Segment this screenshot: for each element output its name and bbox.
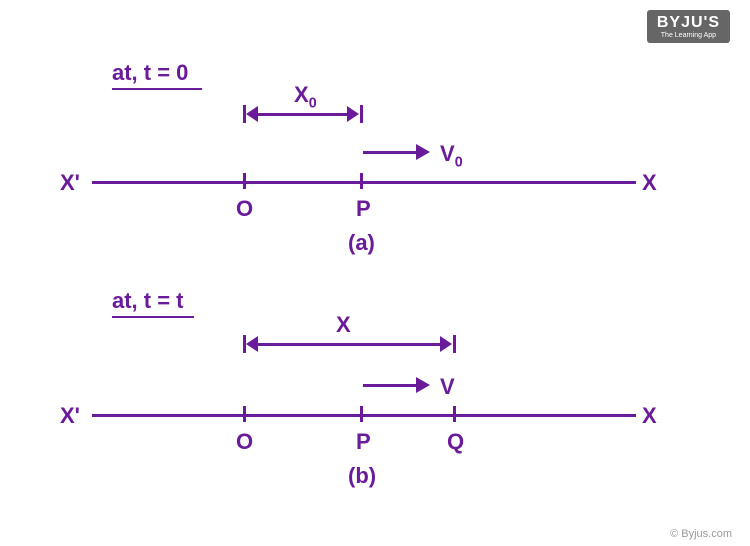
byjus-logo: BYJU'S The Learning App [647, 10, 730, 43]
diagram-b-header: at, t = t [112, 288, 184, 314]
diagram-a-dim-label: X0 [294, 82, 317, 111]
physics-diagram: BYJU'S The Learning App at, t = 0 X' X O… [0, 0, 750, 546]
diagram-b-vel-label: V [440, 374, 455, 400]
diagram-b-right-label: X [642, 403, 657, 429]
diagram-a-left-label: X' [60, 170, 80, 196]
diagram-b-tick-q [453, 406, 456, 422]
diagram-b-caption: (b) [348, 463, 376, 489]
diagram-a-tick-p-label: P [356, 196, 371, 222]
diagram-b-dim-label: X [336, 312, 351, 338]
diagram-a-underline [112, 88, 202, 90]
diagram-a-dim-right-tick [360, 105, 363, 123]
diagram-b-dim-right-tick [453, 335, 456, 353]
diagram-b-vel-arrow [416, 377, 430, 393]
diagram-b-dim-right-arrow [440, 336, 452, 352]
diagram-a-caption: (a) [348, 230, 375, 256]
diagram-a-vel-label: V0 [440, 141, 463, 170]
diagram-a-tick-o [243, 173, 246, 189]
diagram-b-dim-line [256, 343, 442, 346]
diagram-b-tick-p [360, 406, 363, 422]
diagram-a-dim-right-arrow [347, 106, 359, 122]
diagram-a-tick-p [360, 173, 363, 189]
diagram-b-underline [112, 316, 194, 318]
diagram-a-vel-shaft [363, 151, 418, 154]
logo-main-text: BYJU'S [657, 14, 720, 32]
diagram-a-axis [92, 181, 636, 184]
diagram-b-left-label: X' [60, 403, 80, 429]
diagram-a-dim-line [256, 113, 349, 116]
diagram-a-vel-arrow [416, 144, 430, 160]
diagram-b-tick-o-label: O [236, 429, 253, 455]
logo-sub-text: The Learning App [657, 32, 720, 39]
diagram-a-tick-o-label: O [236, 196, 253, 222]
copyright-text: © Byjus.com [670, 528, 732, 540]
diagram-b-tick-o [243, 406, 246, 422]
diagram-a-right-label: X [642, 170, 657, 196]
diagram-b-tick-p-label: P [356, 429, 371, 455]
diagram-a-header: at, t = 0 [112, 60, 188, 86]
diagram-b-tick-q-label: Q [447, 429, 464, 455]
diagram-b-vel-shaft [363, 384, 418, 387]
diagram-b-axis [92, 414, 636, 417]
